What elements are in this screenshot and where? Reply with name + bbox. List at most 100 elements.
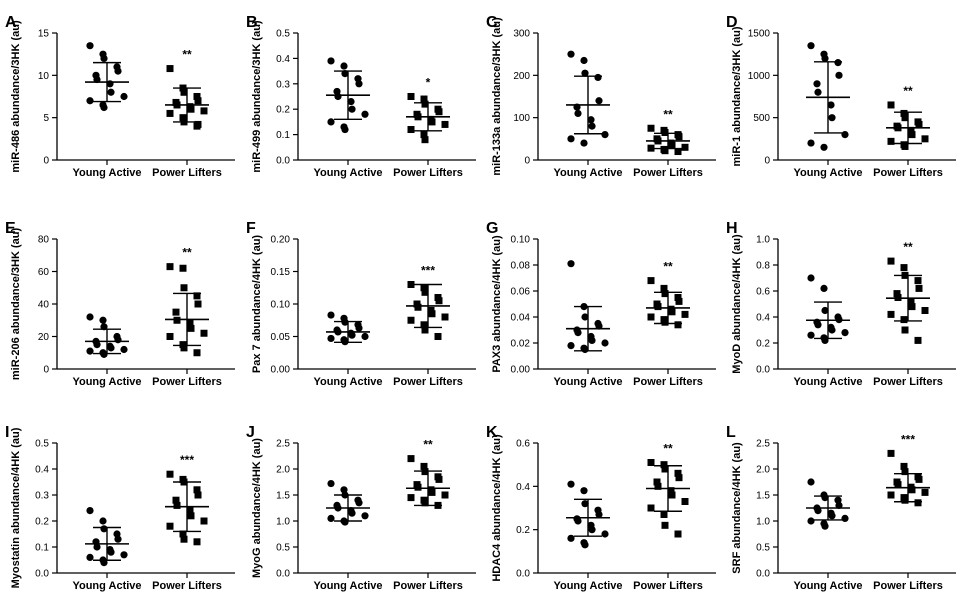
y-tick-label: 2.0 bbox=[276, 465, 290, 476]
data-point-young-active bbox=[814, 88, 822, 96]
data-point-power-lifters bbox=[172, 308, 180, 316]
data-point-young-active bbox=[835, 71, 843, 79]
data-point-power-lifters bbox=[421, 326, 429, 334]
data-point-power-lifters bbox=[407, 126, 415, 134]
y-tick-label: 0.05 bbox=[271, 332, 291, 343]
data-point-power-lifters bbox=[900, 264, 908, 272]
y-tick-label: 5 bbox=[43, 113, 49, 124]
data-point-young-active bbox=[107, 548, 115, 556]
data-point-power-lifters bbox=[407, 316, 415, 324]
data-point-young-active bbox=[828, 114, 836, 122]
y-tick-label: 0.4 bbox=[516, 482, 530, 493]
data-point-power-lifters bbox=[428, 310, 436, 318]
y-tick-label: 1.0 bbox=[756, 235, 770, 246]
data-point-power-lifters bbox=[661, 290, 669, 298]
data-point-power-lifters bbox=[914, 499, 922, 507]
data-point-power-lifters bbox=[901, 114, 909, 122]
x-tick-label: Power Lifters bbox=[633, 376, 703, 388]
data-point-power-lifters bbox=[187, 512, 195, 520]
data-point-young-active bbox=[341, 518, 349, 526]
data-point-power-lifters bbox=[441, 313, 449, 321]
data-point-young-active bbox=[86, 97, 94, 105]
data-point-young-active bbox=[821, 54, 829, 63]
data-point-young-active bbox=[107, 88, 115, 96]
y-tick-label: 0.4 bbox=[756, 313, 770, 324]
panel-letter: F bbox=[246, 220, 256, 237]
x-tick-label: Young Active bbox=[313, 167, 382, 179]
y-tick-label: 1000 bbox=[748, 71, 771, 82]
data-point-power-lifters bbox=[661, 521, 669, 529]
data-point-power-lifters bbox=[421, 288, 429, 296]
data-point-power-lifters bbox=[180, 88, 188, 96]
y-tick-label: 10 bbox=[38, 71, 50, 82]
y-tick-label: 0.00 bbox=[271, 365, 291, 376]
data-point-young-active bbox=[813, 80, 821, 88]
y-tick-label: 2.0 bbox=[756, 465, 770, 476]
significance-marker: *** bbox=[421, 264, 435, 278]
data-point-power-lifters bbox=[887, 449, 895, 457]
data-point-young-active bbox=[834, 59, 842, 67]
data-point-young-active bbox=[595, 510, 603, 519]
data-point-young-active bbox=[820, 284, 828, 292]
data-point-power-lifters bbox=[166, 522, 174, 530]
y-axis-title: miR-133a abundance/3HK (au) bbox=[491, 17, 503, 176]
data-point-young-active bbox=[355, 80, 363, 88]
data-point-power-lifters bbox=[901, 142, 909, 150]
x-tick-label: Power Lifters bbox=[152, 376, 222, 388]
data-point-power-lifters bbox=[887, 491, 895, 499]
x-tick-label: Young Active bbox=[793, 376, 862, 388]
data-point-young-active bbox=[581, 500, 589, 508]
data-point-power-lifters bbox=[647, 124, 655, 132]
data-point-power-lifters bbox=[921, 307, 929, 314]
data-point-power-lifters bbox=[667, 487, 675, 495]
x-tick-label: Power Lifters bbox=[873, 167, 943, 179]
y-tick-label: 0.2 bbox=[516, 525, 530, 536]
y-tick-label: 0.10 bbox=[511, 235, 531, 246]
data-point-young-active bbox=[828, 512, 836, 520]
data-point-young-active bbox=[581, 69, 589, 77]
data-point-young-active bbox=[348, 331, 356, 339]
y-tick-label: 2.5 bbox=[756, 439, 770, 450]
y-tick-label: 300 bbox=[513, 29, 530, 40]
x-tick-label: Young Active bbox=[553, 167, 622, 179]
data-point-power-lifters bbox=[434, 333, 442, 340]
data-point-power-lifters bbox=[186, 507, 194, 515]
panel-letter: C bbox=[486, 14, 498, 31]
data-point-power-lifters bbox=[674, 469, 682, 477]
data-point-young-active bbox=[601, 131, 609, 139]
y-tick-label: 1500 bbox=[748, 29, 771, 40]
y-tick-label: 0.06 bbox=[511, 287, 531, 298]
data-point-power-lifters bbox=[914, 277, 922, 285]
data-point-young-active bbox=[347, 97, 355, 106]
data-point-power-lifters bbox=[421, 499, 429, 507]
data-point-power-lifters bbox=[660, 284, 668, 292]
y-tick-label: 0.0 bbox=[35, 569, 49, 580]
data-point-young-active bbox=[588, 336, 596, 344]
data-point-young-active bbox=[601, 530, 609, 538]
y-axis-title: miR-499 abundance/3HK (au) bbox=[251, 20, 263, 173]
x-tick-label: Young Active bbox=[313, 376, 382, 388]
data-point-young-active bbox=[327, 479, 335, 488]
y-tick-label: 0.3 bbox=[276, 79, 290, 90]
data-point-young-active bbox=[821, 522, 829, 530]
data-point-power-lifters bbox=[420, 284, 428, 292]
data-point-power-lifters bbox=[200, 329, 208, 337]
data-point-young-active bbox=[821, 306, 829, 315]
panel-letter: J bbox=[246, 424, 255, 441]
data-point-power-lifters bbox=[900, 462, 908, 470]
data-point-power-lifters bbox=[908, 131, 916, 139]
data-point-power-lifters bbox=[441, 491, 449, 499]
y-tick-label: 2.5 bbox=[276, 439, 290, 450]
data-point-young-active bbox=[361, 332, 369, 341]
data-point-young-active bbox=[587, 116, 595, 124]
data-point-young-active bbox=[567, 260, 575, 268]
data-point-power-lifters bbox=[647, 459, 655, 466]
data-point-young-active bbox=[567, 135, 575, 143]
data-point-young-active bbox=[841, 329, 849, 337]
panel-letter: H bbox=[726, 220, 738, 237]
